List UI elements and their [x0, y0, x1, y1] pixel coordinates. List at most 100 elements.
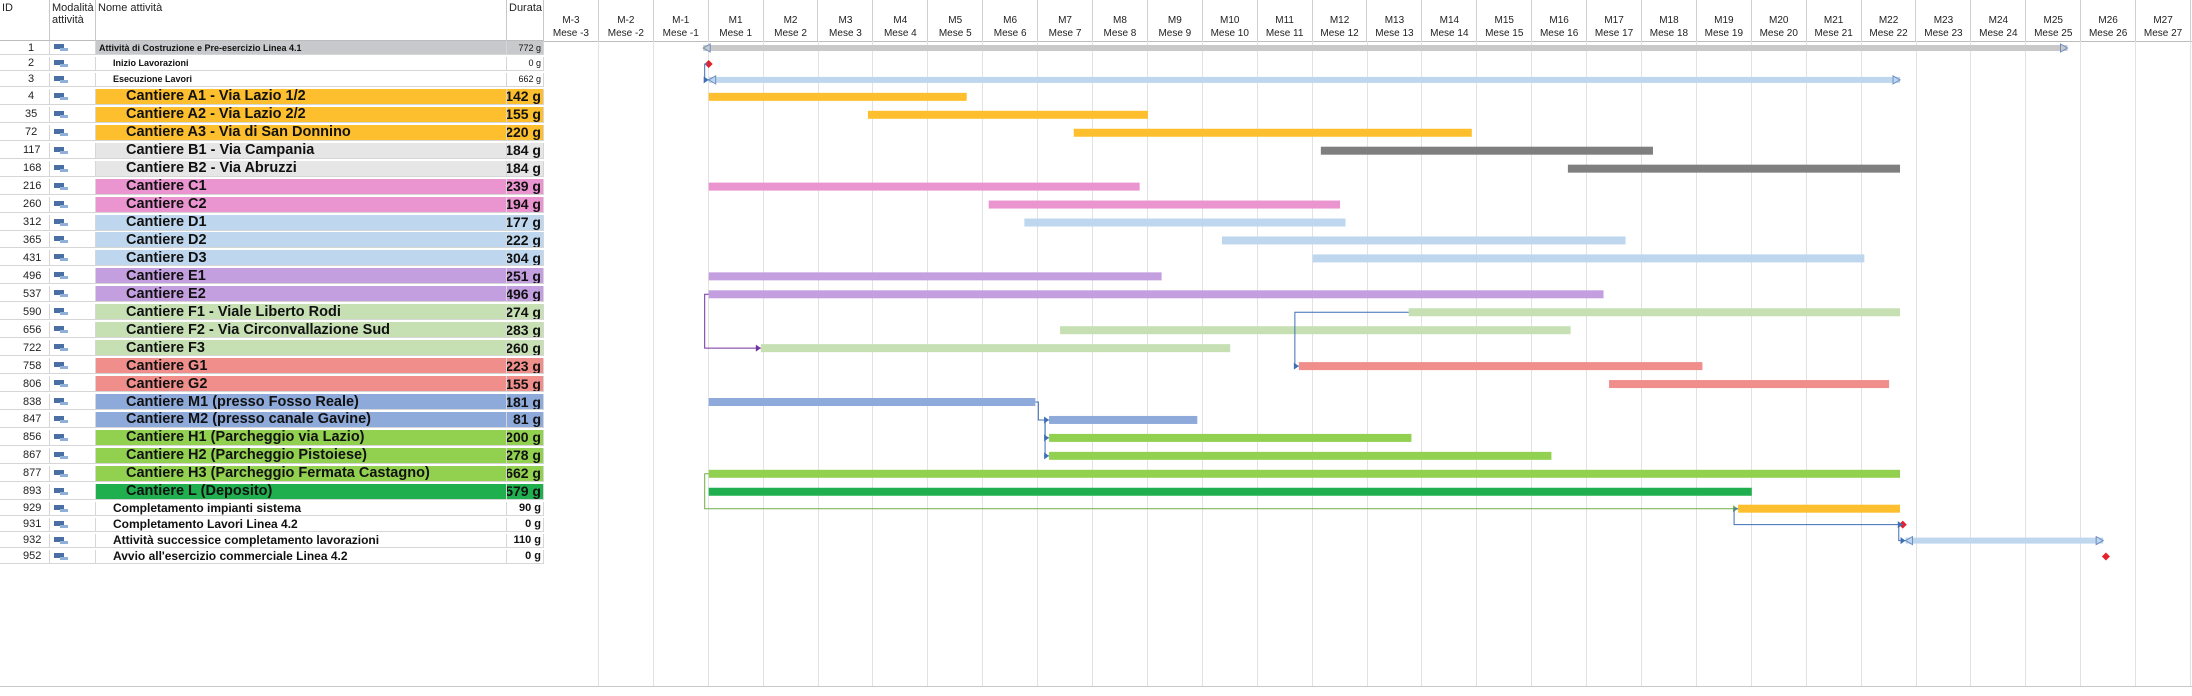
task-duration[interactable]: 194 g — [507, 196, 544, 213]
task-duration[interactable]: 283 g — [507, 322, 544, 339]
table-row[interactable]: 838 Cantiere M1 (presso Fosso Reale) 181 g — [0, 394, 544, 410]
task-duration[interactable]: 220 g — [507, 124, 544, 141]
task-mode[interactable] — [50, 178, 96, 195]
task-mode[interactable] — [50, 533, 96, 548]
table-row[interactable]: 4 Cantiere A1 - Via Lazio 1/2 142 g — [0, 88, 544, 105]
task-name[interactable]: Cantiere A2 - Via Lazio 2/2 — [96, 106, 507, 123]
task-duration[interactable]: 662 g — [507, 465, 544, 482]
task-mode[interactable] — [50, 340, 96, 357]
table-row[interactable]: 856 Cantiere H1 (Parcheggio via Lazio) 200… — [0, 429, 544, 446]
table-row[interactable]: 932 Attività successice completamento lav… — [0, 533, 544, 548]
table-row[interactable]: 867 Cantiere H2 (Parcheggio Pistoiese) 278… — [0, 447, 544, 464]
task-mode[interactable] — [50, 411, 96, 428]
column-header-id[interactable]: ID — [0, 0, 50, 41]
gantt-chart-area[interactable] — [544, 41, 2192, 686]
table-row[interactable]: 260 Cantiere C2 194 g — [0, 196, 544, 213]
task-name[interactable]: Cantiere G1 — [96, 358, 507, 375]
table-row[interactable]: 216 Cantiere C1 239 g — [0, 178, 544, 195]
task-mode[interactable] — [50, 268, 96, 285]
task-mode[interactable] — [50, 142, 96, 159]
task-mode[interactable] — [50, 322, 96, 339]
task-duration[interactable]: 90 g — [507, 501, 544, 516]
table-row[interactable]: 929 Completamento impianti sistema 90 g — [0, 501, 544, 516]
task-name[interactable]: Cantiere H3 (Parcheggio Fermata Castagno… — [96, 465, 507, 482]
column-header-duration[interactable]: Durata — [507, 0, 544, 41]
task-mode[interactable] — [50, 88, 96, 105]
table-row[interactable]: 590 Cantiere F1 - Viale Liberto Rodi 274 g — [0, 304, 544, 321]
table-row[interactable]: 3 Esecuzione Lavori 662 g — [0, 72, 544, 87]
task-duration[interactable]: 222 g — [507, 232, 544, 249]
table-row[interactable]: 431 Cantiere D3 304 g — [0, 250, 544, 267]
table-row[interactable]: 806 Cantiere G2 155 g — [0, 376, 544, 393]
task-duration[interactable]: 200 g — [507, 429, 544, 446]
table-row[interactable]: 168 Cantiere B2 - Via Abruzzi 184 g — [0, 160, 544, 177]
task-duration[interactable]: 223 g — [507, 358, 544, 375]
task-mode[interactable] — [50, 501, 96, 516]
task-mode[interactable] — [50, 394, 96, 410]
table-row[interactable]: 496 Cantiere E1 251 g — [0, 268, 544, 285]
task-duration[interactable]: 662 g — [507, 72, 544, 87]
task-name[interactable]: Cantiere L (Deposito) — [96, 483, 507, 500]
task-duration[interactable]: 304 g — [507, 250, 544, 267]
task-name[interactable]: Cantiere D2 — [96, 232, 507, 249]
task-duration[interactable]: 110 g — [507, 533, 544, 548]
task-mode[interactable] — [50, 41, 96, 55]
task-name[interactable]: Cantiere C2 — [96, 196, 507, 213]
task-name[interactable]: Completamento impianti sistema — [96, 501, 507, 516]
task-name[interactable]: Completamento Lavori Linea 4.2 — [96, 517, 507, 532]
task-duration[interactable]: 184 g — [507, 160, 544, 177]
task-name[interactable]: Cantiere D1 — [96, 214, 507, 231]
task-mode[interactable] — [50, 250, 96, 267]
table-row[interactable]: 931 Completamento Lavori Linea 4.2 0 g — [0, 517, 544, 532]
task-mode[interactable] — [50, 429, 96, 446]
task-duration[interactable]: 0 g — [507, 549, 544, 564]
task-duration[interactable]: 155 g — [507, 376, 544, 393]
task-duration[interactable]: 155 g — [507, 106, 544, 123]
task-mode[interactable] — [50, 447, 96, 464]
task-name[interactable]: Cantiere M2 (presso canale Gavine) — [96, 411, 507, 428]
task-name[interactable]: Cantiere B2 - Via Abruzzi — [96, 160, 507, 177]
task-name[interactable]: Cantiere H1 (Parcheggio via Lazio) — [96, 429, 507, 446]
task-mode[interactable] — [50, 214, 96, 231]
task-mode[interactable] — [50, 465, 96, 482]
task-name[interactable]: Cantiere E1 — [96, 268, 507, 285]
task-duration[interactable]: 274 g — [507, 304, 544, 321]
task-name[interactable]: Inizio Lavorazioni — [96, 56, 507, 71]
task-mode[interactable] — [50, 72, 96, 87]
task-duration[interactable]: 181 g — [507, 394, 544, 410]
column-header-mode[interactable]: Modalità attività — [50, 0, 96, 41]
task-duration[interactable]: 142 g — [507, 88, 544, 105]
task-name[interactable]: Cantiere F2 - Via Circonvallazione Sud — [96, 322, 507, 339]
table-row[interactable]: 1 Attività di Costruzione e Pre-esercizio… — [0, 41, 544, 55]
task-duration[interactable]: 0 g — [507, 56, 544, 71]
task-name[interactable]: Cantiere M1 (presso Fosso Reale) — [96, 394, 507, 410]
task-duration[interactable]: 184 g — [507, 142, 544, 159]
task-name[interactable]: Cantiere E2 — [96, 286, 507, 303]
task-duration[interactable]: 177 g — [507, 214, 544, 231]
task-name[interactable]: Cantiere A1 - Via Lazio 1/2 — [96, 88, 507, 105]
task-name[interactable]: Cantiere A3 - Via di San Donnino — [96, 124, 507, 141]
task-name[interactable]: Attività di Costruzione e Pre-esercizio … — [96, 41, 507, 55]
task-mode[interactable] — [50, 483, 96, 500]
task-name[interactable]: Cantiere F1 - Viale Liberto Rodi — [96, 304, 507, 321]
task-name[interactable]: Avvio all'esercizio commerciale Linea 4.… — [96, 549, 507, 564]
table-row[interactable]: 537 Cantiere E2 496 g — [0, 286, 544, 303]
task-mode[interactable] — [50, 124, 96, 141]
task-duration[interactable]: 772 g — [507, 41, 544, 55]
task-duration[interactable]: 239 g — [507, 178, 544, 195]
table-row[interactable]: 365 Cantiere D2 222 g — [0, 232, 544, 249]
task-name[interactable]: Cantiere C1 — [96, 178, 507, 195]
task-name[interactable]: Cantiere G2 — [96, 376, 507, 393]
table-row[interactable]: 2 Inizio Lavorazioni 0 g — [0, 56, 544, 71]
table-row[interactable]: 312 Cantiere D1 177 g — [0, 214, 544, 231]
table-row[interactable]: 758 Cantiere G1 223 g — [0, 358, 544, 375]
table-row[interactable]: 847 Cantiere M2 (presso canale Gavine) 81 … — [0, 411, 544, 428]
task-duration[interactable]: 278 g — [507, 447, 544, 464]
table-row[interactable]: 722 Cantiere F3 260 g — [0, 340, 544, 357]
column-header-name[interactable]: Nome attività — [96, 0, 507, 41]
task-mode[interactable] — [50, 232, 96, 249]
table-row[interactable]: 117 Cantiere B1 - Via Campania 184 g — [0, 142, 544, 159]
task-mode[interactable] — [50, 56, 96, 71]
task-mode[interactable] — [50, 160, 96, 177]
task-mode[interactable] — [50, 304, 96, 321]
